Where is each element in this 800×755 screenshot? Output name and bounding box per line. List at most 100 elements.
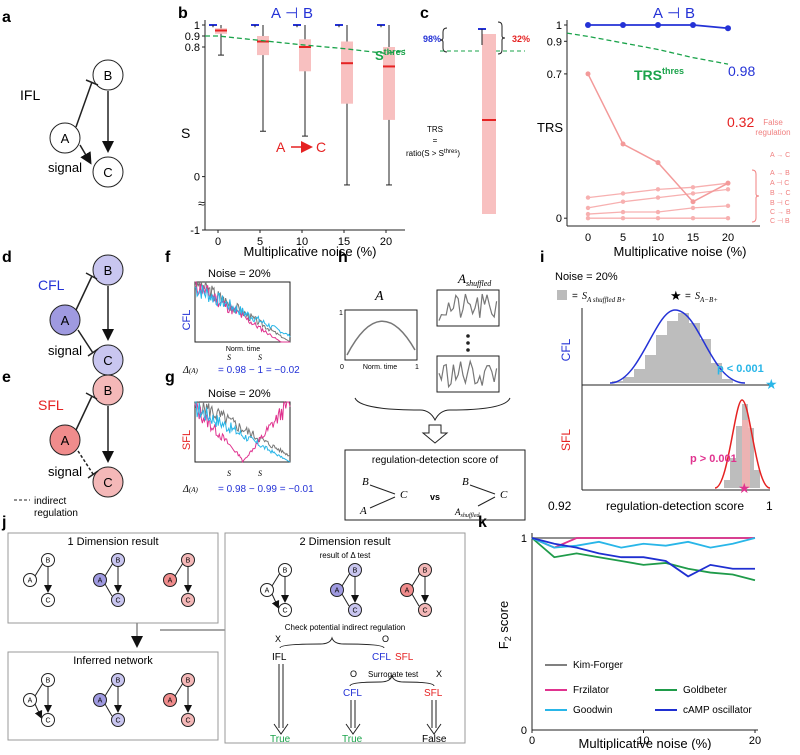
panel-h-down-arrow [421, 424, 449, 444]
mini-net-sfl-2d: A B C [400, 563, 432, 617]
cfl-hist-bar [645, 355, 656, 383]
panel-b-ytick: 1 [194, 20, 200, 32]
panel-c-title-right: B [685, 5, 695, 22]
panel-h-c1: C [400, 489, 408, 501]
panel-b-red-box [383, 47, 395, 120]
panel-c-red-point [725, 180, 731, 186]
panel-c-xtick: 0 [585, 232, 591, 244]
panel-h-box-title: regulation-detection score of [372, 455, 498, 466]
panel-label-j: j [1, 514, 6, 531]
panel-h-surrogate: A 0 1 Norm. time 1 Ashuffled regulation-… [339, 271, 526, 521]
node-b [92, 254, 124, 286]
panel-j-true2: True [342, 734, 363, 745]
panel-h-b1: B [362, 476, 369, 488]
panel-h-b2: B [462, 476, 469, 488]
panel-h-edge [477, 496, 496, 507]
legend-label: Goodwin [573, 705, 612, 716]
mini-node-label: C [45, 718, 50, 725]
panel-h-a-label: A [374, 289, 384, 304]
node-c [92, 156, 124, 188]
mini-node-label: A [98, 698, 103, 705]
mini-node [400, 583, 414, 597]
panel-b-xtick: 15 [338, 236, 350, 248]
mini-node-label: A [335, 588, 340, 595]
mini-node [93, 693, 107, 707]
cfl-magenta-series [194, 281, 290, 343]
cfl-hist-bar [678, 313, 689, 383]
legend-star-label: SA−B+ [695, 291, 718, 304]
false-regulation-item: A → C [770, 152, 790, 159]
panel-c-ylabel: TRS [537, 120, 563, 135]
panel-d-network: CFL B A C signal [38, 254, 124, 376]
panel-c-false-point [690, 205, 696, 211]
mini-node-label: C [282, 608, 287, 615]
mini-node [41, 673, 55, 687]
mini-edge [174, 682, 184, 697]
mini-node-label: B [423, 568, 428, 575]
panel-j-workflow: 1 Dimension result A B C A B C A B C Inferred ne… [7, 532, 466, 745]
mini-node [278, 563, 292, 577]
panel-c-red-series [587, 73, 729, 203]
panel-i-distribution: Noise = 20% = SA shuffled B+ ★ = SA−B+ C… [548, 271, 778, 513]
panel-i-sfl-fit [714, 399, 771, 489]
panel-b-relation: ⊣ [285, 5, 298, 22]
mini-node-label: B [353, 568, 358, 575]
panel-c-blue-end: 0.98 [728, 63, 755, 79]
legend-hist-swatch [557, 290, 567, 300]
panel-j-ifl: IFL [272, 652, 287, 663]
panel-g-noise: Noise = 20% [208, 388, 271, 400]
panel-label-c: c [420, 5, 429, 22]
panel-j-sfl: SFL [395, 652, 414, 663]
mini-node [163, 693, 177, 707]
sfl-hist-bar [748, 428, 754, 488]
node-a-label: A [61, 433, 70, 448]
signal-label: signal [48, 464, 82, 479]
node-a [49, 122, 81, 154]
mini-node [418, 563, 432, 577]
panel-c-pct-red: 32% [512, 34, 530, 44]
false-regulation-title-1: False [763, 118, 783, 127]
panel-c-axes: 1 0.9 0.7 0 0 5 10 15 20 [547, 20, 760, 244]
mini-node [93, 573, 107, 587]
panel-b-ytick: -1 [190, 225, 200, 237]
node-c-label: C [103, 353, 112, 368]
panel-c-blue-point [585, 22, 591, 28]
mini-node-label: A [168, 698, 173, 705]
panel-a-network: IFL B A C signal [20, 59, 124, 188]
panel-c-false-point [620, 216, 626, 221]
edge-a-inhibits-c [77, 329, 94, 354]
panel-b-red-left: A [276, 139, 286, 155]
panel-j-brace-2 [349, 674, 435, 687]
legend-label: Goldbeter [683, 685, 728, 696]
panel-label-h: h [338, 249, 348, 266]
mini-edge [271, 572, 281, 587]
cfl-hist-bar [689, 323, 700, 383]
mini-edge [104, 562, 114, 577]
edge-a-inhibits-b [75, 81, 93, 128]
sfl-star-icon: ★ [738, 480, 751, 496]
panel-c-xlabel: Multiplicative noise (%) [614, 244, 747, 259]
inhibit-bar-2 [87, 348, 99, 357]
panel-c-false-point [585, 211, 591, 217]
panel-h-score-box [344, 449, 526, 521]
mini-node-label: C [422, 608, 427, 615]
mini-node-label: A [98, 578, 103, 585]
panel-c-false-point [655, 187, 661, 192]
panel-h-shuffle-series-2 [438, 359, 498, 389]
panel-label-f: f [165, 249, 171, 266]
mini-edge [34, 562, 44, 577]
panel-h-a-frame [344, 309, 418, 361]
panel-j-double-arrow-1 [278, 664, 284, 728]
mini-node-label: A [168, 578, 173, 585]
panel-b-xtick: 0 [215, 236, 221, 248]
panel-c-false-point [585, 205, 591, 211]
panel-a-title: IFL [20, 87, 40, 103]
panel-j-double-arrow-2 [350, 700, 356, 728]
panel-c-relation: ⊣ [667, 5, 680, 22]
panel-c-red-point [690, 199, 696, 205]
panel-b-xlabel: Multiplicative noise (%) [244, 244, 377, 259]
mini-node [41, 593, 55, 607]
mini-node [418, 603, 432, 617]
panel-j-true1: True [270, 734, 291, 745]
mini-node-label: B [283, 568, 288, 575]
